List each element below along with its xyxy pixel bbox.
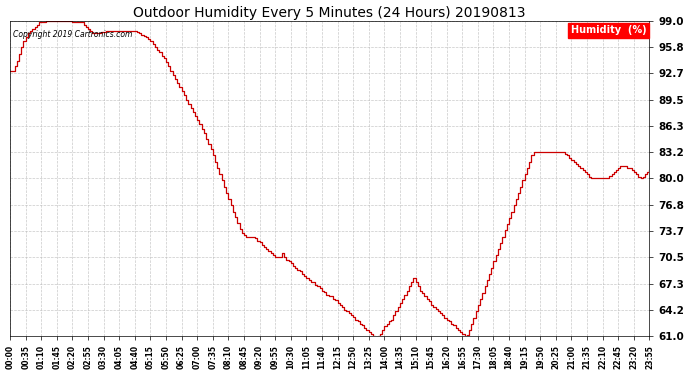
Text: Copyright 2019 Cartronics.com: Copyright 2019 Cartronics.com: [13, 30, 132, 39]
Text: Humidity  (%): Humidity (%): [571, 26, 647, 36]
Title: Outdoor Humidity Every 5 Minutes (24 Hours) 20190813: Outdoor Humidity Every 5 Minutes (24 Hou…: [133, 6, 526, 20]
